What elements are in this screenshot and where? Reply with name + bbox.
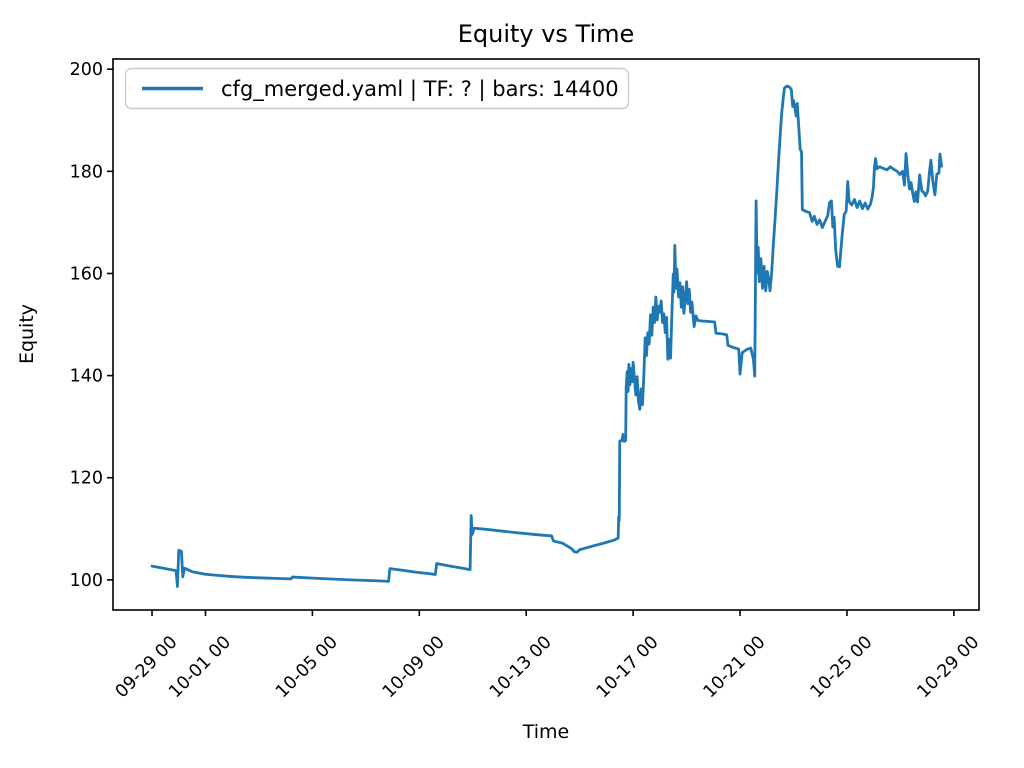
x-tick-label: 10-21 00: [700, 632, 770, 702]
y-tick-label: 200: [70, 60, 103, 80]
y-axis: 100 120 140 160 180 200: [70, 60, 113, 591]
x-axis-label: Time: [522, 721, 570, 743]
y-axis-label: Equity: [16, 304, 38, 364]
y-tick-label: 140: [70, 367, 103, 387]
legend: cfg_merged.yaml | TF: ? | bars: 14400: [124, 67, 630, 110]
legend-label: cfg_merged.yaml | TF: ? | bars: 14400: [221, 77, 619, 102]
series-lines: [150, 84, 943, 588]
y-tick-label: 100: [70, 571, 103, 591]
y-tick-label: 160: [70, 264, 103, 284]
x-tick-label: 10-09 00: [379, 632, 449, 702]
equity-series-line: [150, 84, 943, 588]
x-tick-label: 10-25 00: [807, 632, 877, 702]
x-tick-label: 10-13 00: [486, 632, 556, 702]
plot-frame: [112, 58, 980, 611]
x-tick-label: 10-17 00: [593, 632, 663, 702]
x-tick-label: 10-29 00: [914, 632, 984, 702]
chart-title: Equity vs Time: [458, 20, 635, 48]
x-tick-label: 10-05 00: [272, 632, 342, 702]
legend-box: [124, 67, 630, 110]
y-tick-label: 120: [70, 469, 103, 489]
y-tick-label: 180: [70, 162, 103, 182]
